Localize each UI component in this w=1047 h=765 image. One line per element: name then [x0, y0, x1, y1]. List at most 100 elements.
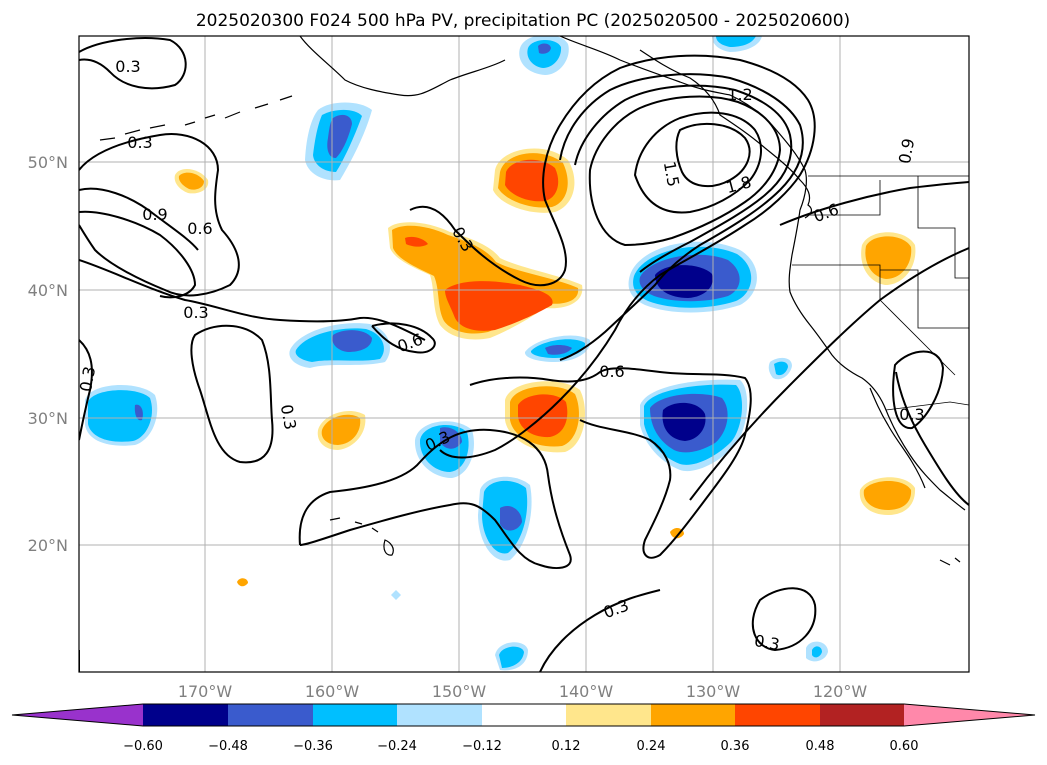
- lon-label: 120°W: [813, 682, 868, 701]
- contour-label: 0.9: [142, 205, 167, 224]
- precip-neg-blob: [527, 39, 562, 68]
- colorbar-tick-label: −0.60: [123, 739, 163, 754]
- pv-contour-0.9: [79, 187, 199, 251]
- coastline-baja: [869, 387, 926, 489]
- contour-label: 0.6: [599, 362, 624, 381]
- lat-label: 30°N: [28, 409, 68, 428]
- pv-contour-0.3-right-edge: [895, 371, 969, 506]
- lat-label: 50°N: [28, 153, 68, 172]
- border-oregon-california: [792, 264, 881, 300]
- pv-contour-1.8: [675, 122, 751, 188]
- precip-neg-blob: [545, 345, 572, 355]
- pv-contour-0.6-west: [79, 210, 197, 299]
- contour-label: 0.9: [895, 137, 918, 165]
- precip-neg-blob: [88, 390, 153, 442]
- precip-neg-blob: [538, 43, 551, 54]
- coastline-aleutians: [99, 95, 293, 141]
- precip-pos-blob: [865, 236, 912, 279]
- pv-contour-0.3-central: [79, 259, 426, 341]
- graticule: [79, 36, 969, 672]
- colorbar-tick-label: −0.24: [377, 739, 417, 754]
- colorbar-outline: [11, 703, 1036, 727]
- colorbar-bin: [820, 704, 904, 726]
- colorbar-tick-label: 0.24: [637, 739, 666, 754]
- precip-pos-blob: [237, 578, 248, 587]
- pv-contour-0.3-loop: [190, 324, 274, 464]
- coastline-hawaii: [329, 517, 394, 556]
- contour-label: 0.6: [187, 219, 212, 238]
- border-idaho: [917, 176, 969, 279]
- precip-pos-blob: [321, 414, 361, 445]
- precip-neg-blob: [332, 330, 372, 352]
- colorbar-tick-label: 0.12: [552, 739, 581, 754]
- pv-contour-1.2: [588, 95, 782, 247]
- pv-contours: [79, 37, 969, 672]
- precip-pos-blob: [405, 236, 428, 247]
- precip-neg-blob: [327, 114, 352, 158]
- pv-contour-1.5: [633, 111, 762, 214]
- lat-labels: 50°N 40°N 30°N 20°N: [28, 153, 68, 555]
- pv-contour-0.9-trough: [574, 84, 793, 273]
- coastlines: [99, 36, 966, 566]
- colorbar-extend-low: [12, 704, 143, 726]
- lon-label: 160°W: [305, 682, 360, 701]
- precip-pos-blob: [445, 281, 553, 331]
- pv-contour-0.3-far-west: [79, 339, 93, 441]
- precip-pos-blob: [863, 480, 912, 510]
- plot-frame: [78, 35, 970, 673]
- coastline-mexico: [939, 557, 961, 566]
- pv-contour-0.6-south: [469, 367, 752, 559]
- pv-contour-0.3-lower: [79, 589, 661, 672]
- pv-contour-0.3-west: [79, 133, 240, 297]
- precip-neg-blob: [500, 505, 522, 531]
- precip-neg-blob: [662, 402, 706, 441]
- contour-label: 1.5: [660, 160, 683, 188]
- contour-label: 0.3: [127, 133, 152, 152]
- pv-contour-0.3-bottom-loop: [751, 587, 817, 652]
- plot-background: [79, 36, 969, 672]
- precip-neg-blob: [499, 646, 524, 668]
- pv-contour-0.3-right-loop: [892, 350, 945, 430]
- colorbar-extend-high: [904, 704, 1035, 726]
- lon-label: 140°W: [559, 682, 614, 701]
- pv-contour-0.3-northwest: [79, 37, 187, 90]
- lat-label: 20°N: [28, 536, 68, 555]
- lon-label: 150°W: [432, 682, 487, 701]
- colorbar: −0.60 −0.48 −0.36 −0.24 −0.12 0.12 0.24 …: [11, 703, 1036, 754]
- contour-label: 0.3: [76, 365, 99, 393]
- colorbar-tick-label: −0.48: [208, 739, 248, 754]
- precip-neg-blob: [774, 361, 788, 376]
- colorbar-bin: [651, 704, 735, 726]
- precip-neg-blob: [812, 646, 822, 658]
- colorbar-bin: [566, 704, 651, 726]
- border-nevada: [880, 269, 969, 329]
- colorbar-bin: [397, 704, 482, 726]
- colorbar-bin: [735, 704, 820, 726]
- border-washington-oregon: [805, 180, 881, 216]
- pv-contour-0.3-south: [298, 428, 572, 569]
- border-us-mexico: [885, 401, 969, 411]
- coastline-alaska: [299, 36, 807, 211]
- colorbar-bin: [482, 704, 566, 726]
- colorbar-bin: [143, 704, 228, 726]
- lat-label: 40°N: [28, 281, 68, 300]
- pv-contour-0.6-east: [779, 181, 969, 226]
- pv-contour-0.3-east: [689, 247, 969, 501]
- figure-title: 2025020300 F024 500 hPa PV, precipitatio…: [196, 11, 850, 31]
- colorbar-tick-label: −0.12: [462, 739, 502, 754]
- lon-label: 130°W: [686, 682, 741, 701]
- coastline-bc: [639, 49, 813, 219]
- precip-neg-blob: [716, 36, 756, 47]
- precip-pos-blob: [178, 172, 204, 190]
- contour-label: 0.3: [115, 57, 140, 76]
- contour-label: 0.3: [753, 631, 781, 654]
- lon-labels: 170°W 160°W 150°W 140°W 130°W 120°W: [178, 682, 868, 701]
- colorbar-bin: [228, 704, 313, 726]
- colorbar-bin: [313, 704, 397, 726]
- coastline-westcoast: [788, 209, 966, 511]
- colorbar-tick-label: 0.36: [721, 739, 750, 754]
- plot-area: 0.3 0.3 0.9 0.6 0.3 0.3 0.3 0.3 0.6 0.6 …: [76, 35, 970, 673]
- lon-label: 170°W: [178, 682, 233, 701]
- contour-label: 0.3: [899, 405, 924, 424]
